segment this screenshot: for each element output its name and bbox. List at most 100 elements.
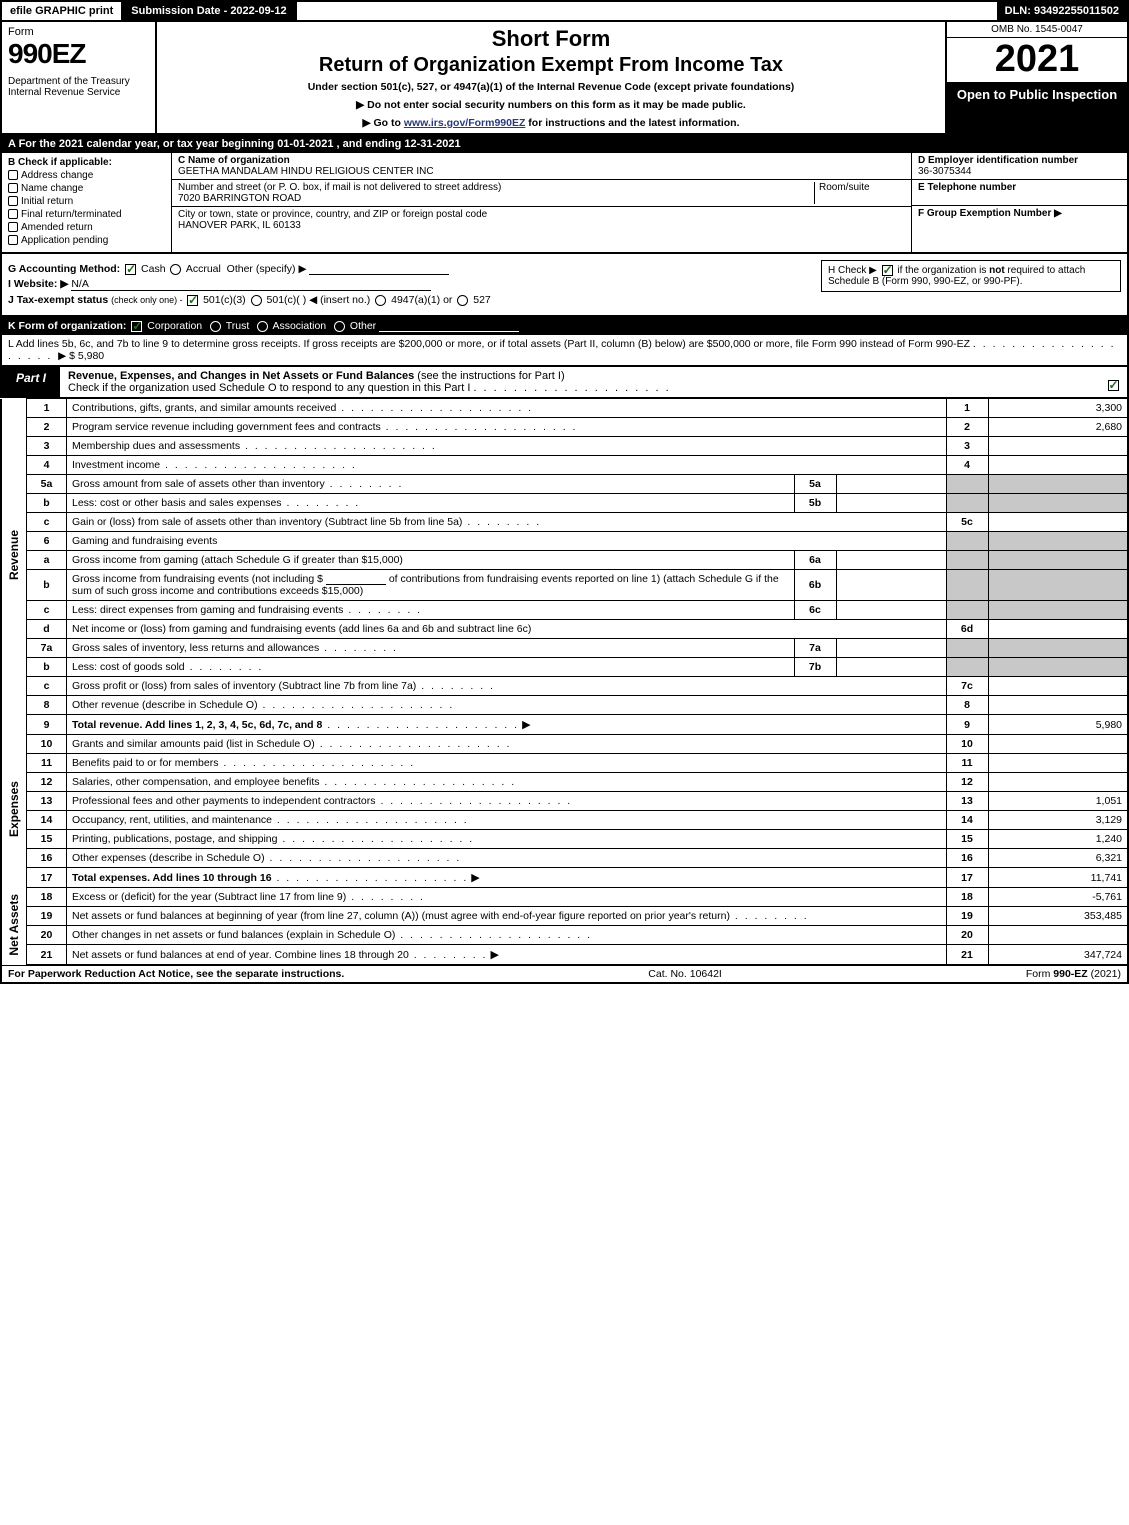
l7a-box-val[interactable] <box>836 639 946 658</box>
k-other-input[interactable] <box>379 320 519 332</box>
l14-rnum: 14 <box>946 811 988 830</box>
l7b-box-val[interactable] <box>836 658 946 677</box>
l6c-box-val[interactable] <box>836 601 946 620</box>
efile-print-label[interactable]: efile GRAPHIC print <box>2 2 123 20</box>
j-527-radio[interactable] <box>457 295 468 306</box>
line-8: 8 Other revenue (describe in Schedule O)… <box>1 696 1128 715</box>
l12-desc: Salaries, other compensation, and employ… <box>67 773 947 792</box>
l17-num: 17 <box>27 868 67 888</box>
h-checkbox[interactable] <box>882 265 893 276</box>
g-label: G Accounting Method: <box>8 263 120 275</box>
part1-schedule-o-check[interactable] <box>1099 367 1127 397</box>
l3-num: 3 <box>27 437 67 456</box>
l5b-rnum <box>946 494 988 513</box>
ssn-warning: ▶ Do not enter social security numbers o… <box>165 99 937 111</box>
check-name-change[interactable]: Name change <box>8 183 165 194</box>
j-4947-radio[interactable] <box>375 295 386 306</box>
l5c-amt <box>988 513 1128 532</box>
l6-rnum <box>946 532 988 551</box>
l7c-rnum: 7c <box>946 677 988 696</box>
l2-amt: 2,680 <box>988 418 1128 437</box>
l6d-desc: Net income or (loss) from gaming and fun… <box>67 620 947 639</box>
l5c-desc: Gain or (loss) from sale of assets other… <box>67 513 947 532</box>
l8-desc: Other revenue (describe in Schedule O) <box>67 696 947 715</box>
check-initial-return[interactable]: Initial return <box>8 196 165 207</box>
line-21: 21 Net assets or fund balances at end of… <box>1 945 1128 965</box>
part1-note: (see the instructions for Part I) <box>417 370 564 382</box>
k-corp-checkbox[interactable] <box>131 321 142 332</box>
l6-num: 6 <box>27 532 67 551</box>
l6b-amount-input[interactable] <box>326 573 386 585</box>
line-6a: a Gross income from gaming (attach Sched… <box>1 551 1128 570</box>
omb-number: OMB No. 1545-0047 <box>947 22 1127 38</box>
j-sub: (check only one) - <box>111 295 185 305</box>
part1-table: Revenue 1 Contributions, gifts, grants, … <box>0 398 1129 965</box>
l6b-amt <box>988 570 1128 601</box>
line-7c: c Gross profit or (loss) from sales of i… <box>1 677 1128 696</box>
l1-desc: Contributions, gifts, grants, and simila… <box>67 399 947 418</box>
l5b-box-val[interactable] <box>836 494 946 513</box>
g-cash-checkbox[interactable] <box>125 264 136 275</box>
l5a-desc: Gross amount from sale of assets other t… <box>67 475 795 494</box>
l5a-num: 5a <box>27 475 67 494</box>
e-phone-label: E Telephone number <box>918 182 1016 193</box>
l5b-box-lbl: 5b <box>794 494 836 513</box>
k-other-radio[interactable] <box>334 321 345 332</box>
section-b-header: B Check if applicable: <box>8 157 165 168</box>
l21-amt: 347,724 <box>988 945 1128 965</box>
l10-num: 10 <box>27 735 67 754</box>
section-k: K Form of organization: Corporation Trus… <box>0 317 1129 335</box>
check-final-return[interactable]: Final return/terminated <box>8 209 165 220</box>
check-amended-return[interactable]: Amended return <box>8 222 165 233</box>
l6b-box-val[interactable] <box>836 570 946 601</box>
l6b-rnum <box>946 570 988 601</box>
l19-desc: Net assets or fund balances at beginning… <box>67 907 947 926</box>
l1-num: 1 <box>27 399 67 418</box>
l4-rnum: 4 <box>946 456 988 475</box>
j-o2: 501(c)( ) ◀ (insert no.) <box>267 294 371 306</box>
l5a-box-val[interactable] <box>836 475 946 494</box>
i-label: I Website: ▶ <box>8 278 68 290</box>
j-501c-radio[interactable] <box>251 295 262 306</box>
l6a-num: a <box>27 551 67 570</box>
line-16: 16 Other expenses (describe in Schedule … <box>1 849 1128 868</box>
l-amount: ▶ $ 5,980 <box>58 350 104 362</box>
l12-rnum: 12 <box>946 773 988 792</box>
g-other: Other (specify) ▶ <box>227 263 307 275</box>
line-17: 17 Total expenses. Add lines 10 through … <box>1 868 1128 888</box>
l16-desc: Other expenses (describe in Schedule O) <box>67 849 947 868</box>
section-c: C Name of organization GEETHA MANDALAM H… <box>172 153 912 252</box>
k-assoc-radio[interactable] <box>257 321 268 332</box>
l7b-rnum <box>946 658 988 677</box>
line-19: 19 Net assets or fund balances at beginn… <box>1 907 1128 926</box>
l17-amt: 11,741 <box>988 868 1128 888</box>
j-501c3-checkbox[interactable] <box>187 295 198 306</box>
k-trust-radio[interactable] <box>210 321 221 332</box>
l7b-amt <box>988 658 1128 677</box>
check-address-change[interactable]: Address change <box>8 170 165 181</box>
dln-label: DLN: 93492255011502 <box>997 2 1127 20</box>
form-meta-block: OMB No. 1545-0047 2021 Open to Public In… <box>947 22 1127 133</box>
l6a-desc: Gross income from gaming (attach Schedul… <box>67 551 795 570</box>
l7c-amt <box>988 677 1128 696</box>
l5a-box-lbl: 5a <box>794 475 836 494</box>
l13-amt: 1,051 <box>988 792 1128 811</box>
g-other-input[interactable] <box>309 263 449 275</box>
g-accrual-radio[interactable] <box>170 264 181 275</box>
l6a-rnum <box>946 551 988 570</box>
line-15: 15 Printing, publications, postage, and … <box>1 830 1128 849</box>
check-application-pending[interactable]: Application pending <box>8 235 165 246</box>
footer-right: Form 990-EZ (2021) <box>1026 968 1121 980</box>
l6a-box-val[interactable] <box>836 551 946 570</box>
line-1: Revenue 1 Contributions, gifts, grants, … <box>1 399 1128 418</box>
g-accrual: Accrual <box>186 263 221 275</box>
l5b-desc: Less: cost or other basis and sales expe… <box>67 494 795 513</box>
k-o1: Corporation <box>147 320 202 332</box>
l7c-num: c <box>27 677 67 696</box>
top-bar: efile GRAPHIC print Submission Date - 20… <box>0 0 1129 22</box>
irs-link[interactable]: www.irs.gov/Form990EZ <box>404 117 526 129</box>
l4-num: 4 <box>27 456 67 475</box>
l7a-amt <box>988 639 1128 658</box>
l13-desc: Professional fees and other payments to … <box>67 792 947 811</box>
website-value: N/A <box>71 278 431 291</box>
